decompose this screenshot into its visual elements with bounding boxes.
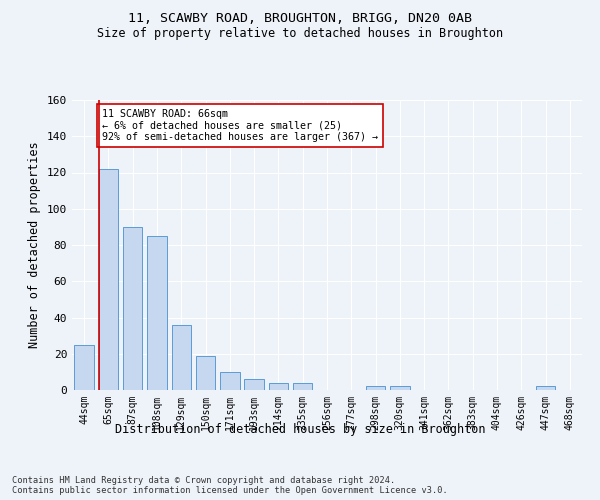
Bar <box>99 169 118 390</box>
Bar <box>269 383 288 390</box>
Text: 11 SCAWBY ROAD: 66sqm
← 6% of detached houses are smaller (25)
92% of semi-detac: 11 SCAWBY ROAD: 66sqm ← 6% of detached h… <box>103 109 379 142</box>
Bar <box>244 379 264 390</box>
Text: 11, SCAWBY ROAD, BROUGHTON, BRIGG, DN20 0AB: 11, SCAWBY ROAD, BROUGHTON, BRIGG, DN20 … <box>128 12 472 26</box>
Bar <box>366 386 385 390</box>
Bar <box>390 386 410 390</box>
Bar <box>293 383 313 390</box>
Bar <box>196 356 215 390</box>
Bar <box>536 386 555 390</box>
Text: Size of property relative to detached houses in Broughton: Size of property relative to detached ho… <box>97 28 503 40</box>
Text: Contains HM Land Registry data © Crown copyright and database right 2024.
Contai: Contains HM Land Registry data © Crown c… <box>12 476 448 495</box>
Bar <box>220 372 239 390</box>
Text: Distribution of detached houses by size in Broughton: Distribution of detached houses by size … <box>115 422 485 436</box>
Bar <box>172 325 191 390</box>
Bar <box>147 236 167 390</box>
Bar <box>123 227 142 390</box>
Bar <box>74 344 94 390</box>
Y-axis label: Number of detached properties: Number of detached properties <box>28 142 41 348</box>
